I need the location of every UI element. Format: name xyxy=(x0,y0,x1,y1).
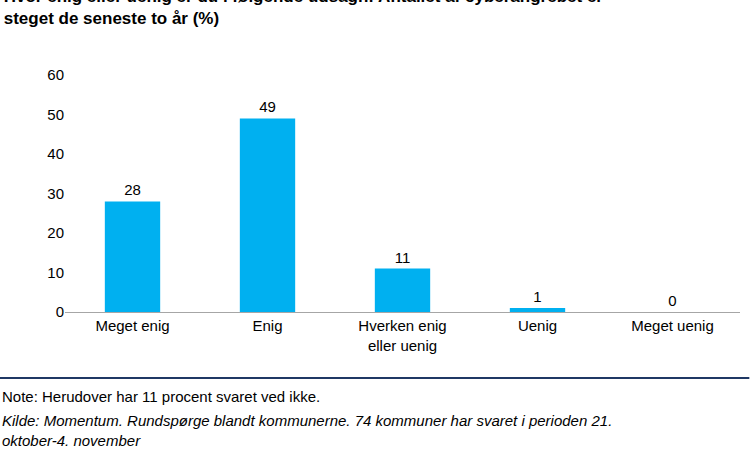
svg-text:Note: Herudover har 11 procent: Note: Herudover har 11 procent svaret ve… xyxy=(2,388,320,405)
svg-text:60: 60 xyxy=(47,66,64,83)
svg-text:10: 10 xyxy=(47,264,64,281)
svg-text:0: 0 xyxy=(668,292,676,309)
svg-text:20: 20 xyxy=(47,224,64,241)
svg-text:Uenig: Uenig xyxy=(518,317,557,334)
svg-text:Hvor enig eller uenig er du i: Hvor enig eller uenig er du i følgende u… xyxy=(4,0,604,28)
svg-text:49: 49 xyxy=(259,98,276,115)
svg-text:40: 40 xyxy=(47,145,64,162)
svg-text:0: 0 xyxy=(56,303,64,320)
svg-text:Enig: Enig xyxy=(252,317,282,334)
svg-text:30: 30 xyxy=(47,185,64,202)
svg-text:Hverken enigeller uenig: Hverken enigeller uenig xyxy=(358,317,446,354)
svg-text:50: 50 xyxy=(47,106,64,123)
svg-text:28: 28 xyxy=(124,181,141,198)
svg-text:Meget enig: Meget enig xyxy=(95,317,169,334)
svg-text:11: 11 xyxy=(395,249,411,266)
svg-text:Kilde: Momentum. Rundspørge bl: Kilde: Momentum. Rundspørge blandt kommu… xyxy=(2,412,612,449)
svg-text:1: 1 xyxy=(533,288,541,305)
svg-text:Meget uenig: Meget uenig xyxy=(631,317,714,334)
